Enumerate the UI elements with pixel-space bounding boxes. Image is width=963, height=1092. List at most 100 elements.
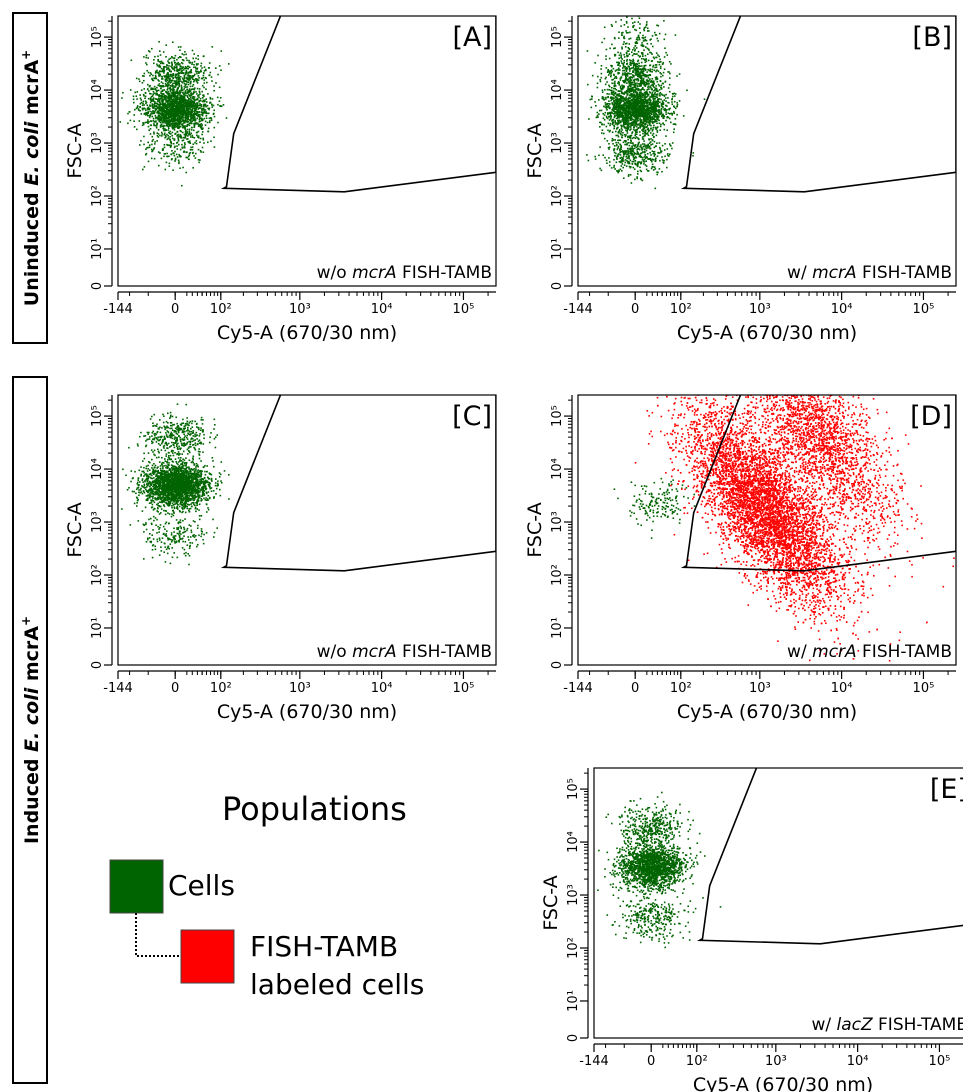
data-point <box>159 107 161 109</box>
data-point <box>633 153 636 155</box>
data-point <box>671 101 673 103</box>
data-point <box>613 73 615 76</box>
data-point <box>656 117 658 119</box>
data-point <box>645 111 648 114</box>
data-point <box>185 92 187 95</box>
data-point <box>203 109 206 111</box>
data-point <box>156 65 159 67</box>
data-point <box>655 107 657 109</box>
data-point <box>156 107 159 109</box>
data-point <box>204 99 206 101</box>
data-point <box>618 72 621 74</box>
data-point <box>663 128 666 131</box>
data-point <box>171 126 173 129</box>
data-point <box>121 97 123 99</box>
data-point <box>185 99 187 101</box>
data-point <box>174 115 176 117</box>
data-point <box>209 101 212 104</box>
data-point <box>165 121 167 124</box>
data-point <box>179 56 181 58</box>
data-point <box>202 72 205 74</box>
data-point <box>167 81 170 84</box>
data-point <box>161 85 164 88</box>
data-point <box>618 122 621 124</box>
data-point <box>643 127 646 129</box>
data-point <box>630 64 632 66</box>
data-point <box>667 116 670 119</box>
data-point <box>609 112 612 115</box>
data-point <box>196 93 198 95</box>
data-point <box>671 98 673 101</box>
y-tick-label: 10¹ <box>90 238 105 260</box>
data-point <box>170 75 173 78</box>
data-point <box>629 115 632 118</box>
data-point <box>611 70 613 73</box>
data-point <box>599 146 601 148</box>
data-point <box>161 135 163 137</box>
data-point <box>153 147 156 149</box>
data-point <box>192 101 194 103</box>
data-point <box>668 155 670 157</box>
data-point <box>163 153 166 155</box>
data-point <box>620 99 622 102</box>
data-point <box>196 136 199 138</box>
data-point <box>623 85 625 87</box>
data-point <box>188 78 190 81</box>
data-point <box>171 93 174 96</box>
data-point <box>617 121 620 124</box>
data-point <box>191 115 194 117</box>
data-point <box>188 74 190 77</box>
data-point <box>198 71 200 73</box>
data-point <box>158 83 161 85</box>
data-point <box>658 98 661 100</box>
data-point <box>159 70 161 72</box>
data-point <box>656 173 658 176</box>
data-point <box>648 103 651 106</box>
data-point <box>191 88 193 91</box>
data-point <box>652 113 655 115</box>
data-point <box>205 111 207 113</box>
data-point <box>619 139 622 142</box>
data-point <box>617 145 620 148</box>
y-tick-label: 10⁵ <box>90 26 105 48</box>
data-point <box>635 70 637 73</box>
data-point <box>148 50 150 52</box>
data-point <box>164 168 167 171</box>
data-point <box>620 77 623 79</box>
data-point <box>168 80 170 83</box>
data-point <box>629 82 632 85</box>
data-point <box>653 117 655 120</box>
data-point <box>640 82 642 84</box>
data-point <box>652 85 654 87</box>
data-point <box>651 118 653 121</box>
data-point <box>652 81 655 84</box>
data-point <box>622 80 624 82</box>
data-point <box>641 98 644 101</box>
data-point <box>149 72 152 74</box>
data-point <box>664 80 667 83</box>
data-point <box>146 104 149 106</box>
data-point <box>630 99 633 102</box>
data-point <box>188 97 190 100</box>
data-point <box>162 112 164 115</box>
data-point <box>661 170 663 173</box>
data-point <box>188 132 191 134</box>
data-point <box>665 104 667 107</box>
data-point <box>610 72 613 74</box>
data-point <box>169 70 171 73</box>
data-point <box>170 122 173 125</box>
data-point <box>191 148 194 151</box>
data-point <box>595 105 597 107</box>
data-point <box>650 95 652 98</box>
data-point <box>600 169 603 172</box>
data-point <box>195 57 197 60</box>
data-point <box>147 119 149 121</box>
data-point <box>623 117 625 119</box>
data-point <box>644 114 647 117</box>
data-point <box>213 126 216 129</box>
data-point <box>135 107 138 110</box>
data-point <box>642 53 644 56</box>
data-point <box>151 77 153 80</box>
data-point <box>175 108 177 111</box>
data-point <box>605 159 608 162</box>
